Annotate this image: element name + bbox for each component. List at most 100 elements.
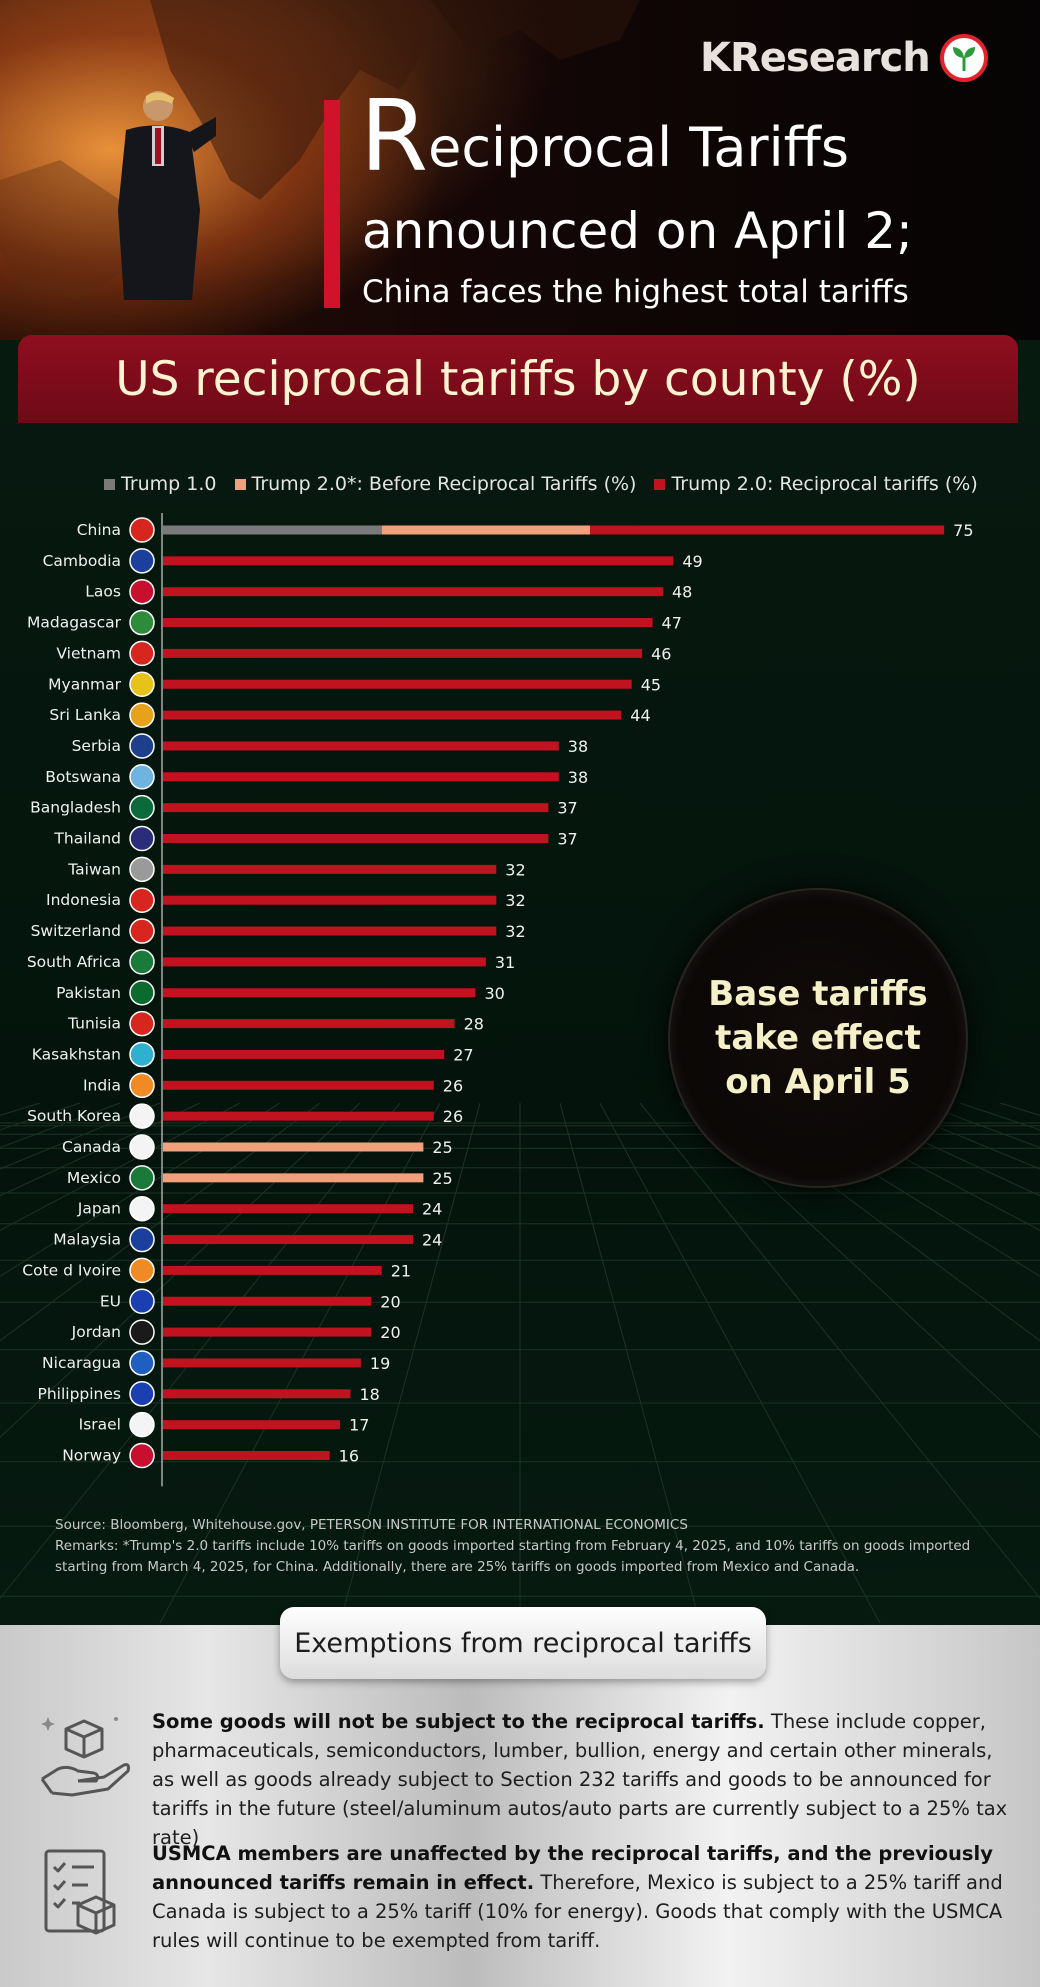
bar-segment — [163, 772, 559, 782]
bar-segment — [163, 556, 674, 566]
legend-item-trump1: Trump 1.0 — [104, 473, 217, 495]
exemption-item-usmca: USMCA members are unaffected by the reci… — [152, 1839, 1014, 1955]
category-label: Japan — [77, 1200, 121, 1218]
exemption-goods-text: These include copper, pharmaceuticals, s… — [152, 1710, 1008, 1849]
category-label: Sri Lanka — [49, 706, 121, 724]
data-label: 17 — [349, 1416, 369, 1435]
exemptions-title-pill: Exemptions from reciprocal tariffs — [280, 1607, 766, 1679]
country-flag-icon — [129, 980, 155, 1006]
data-label: 20 — [380, 1323, 400, 1342]
data-label: 28 — [464, 1015, 484, 1034]
country-flag-icon — [129, 856, 155, 883]
page-title-line2: announced on April 2; — [362, 202, 913, 260]
data-label: 25 — [432, 1138, 452, 1157]
callout-bubble: Base tariffs take effect on April 5 — [668, 888, 968, 1188]
bar-chart: China 75 Cambodia 49 Laos 48 Madagascar 47 Vietn… — [22, 513, 974, 1487]
category-label: Serbia — [72, 737, 121, 755]
category-label: South Africa — [27, 953, 121, 971]
speaker-figure — [118, 91, 216, 300]
country-flag-icon — [129, 1134, 155, 1160]
category-label: Laos — [85, 583, 121, 601]
category-label: Taiwan — [67, 860, 121, 878]
data-label: 32 — [505, 891, 525, 910]
bar-segment — [163, 834, 549, 843]
bar-segment — [163, 679, 632, 689]
category-label: Jordan — [71, 1323, 121, 1341]
category-label: India — [83, 1076, 121, 1094]
callout-line1: Base tariffs — [708, 973, 928, 1014]
data-label: 18 — [359, 1385, 379, 1404]
category-label: Madagascar — [27, 614, 122, 632]
category-label: Thailand — [53, 830, 121, 848]
data-label: 25 — [432, 1169, 452, 1188]
category-label: China — [77, 521, 121, 539]
bar-segment — [163, 926, 497, 936]
source-line: Source: Bloomberg, Whitehouse.gov, PETER… — [55, 1517, 688, 1533]
category-label: Tunisia — [67, 1015, 121, 1033]
bar-segment — [163, 1265, 382, 1275]
category-label: Norway — [62, 1447, 121, 1465]
bar-segment — [163, 1142, 424, 1152]
title-accent-bar — [324, 100, 340, 308]
bar-segment — [163, 1296, 372, 1306]
bar-segment — [163, 1019, 455, 1029]
data-label: 37 — [557, 830, 577, 849]
category-label: Kasakhstan — [32, 1045, 121, 1063]
data-label: 75 — [953, 521, 973, 540]
remarks-line: Remarks: *Trump's 2.0 tariffs include 10… — [55, 1538, 971, 1575]
bar-segment — [381, 525, 591, 535]
country-flag-icon — [129, 949, 155, 975]
data-label: 31 — [495, 953, 515, 972]
callout-line3: on April 5 — [725, 1062, 911, 1103]
data-label: 26 — [443, 1076, 463, 1095]
exemption-usmca-text: Therefore, Mexico is subject to a 25% ta… — [152, 1871, 1003, 1952]
bar-segment — [163, 1358, 361, 1368]
bar-segment — [163, 1235, 413, 1245]
country-flag-icon — [129, 640, 155, 667]
category-label: Switzerland — [31, 922, 121, 940]
world-map-graphic — [0, 0, 640, 300]
bar-segment — [163, 741, 559, 751]
category-label: Cambodia — [43, 552, 121, 570]
bar-segment — [163, 710, 622, 720]
source-note: Source: Bloomberg, Whitehouse.gov, PETER… — [55, 1515, 1015, 1578]
data-label: 49 — [682, 552, 702, 571]
country-flag-icon — [129, 1165, 155, 1191]
data-label: 24 — [422, 1200, 442, 1219]
exemption-goods-heading: Some goods will not be subject to the re… — [152, 1710, 765, 1733]
exemptions-title: Exemptions from reciprocal tariffs — [294, 1627, 752, 1659]
country-flag-icon — [129, 1381, 155, 1407]
category-label: Indonesia — [46, 891, 121, 909]
legend-label-trump2-before: Trump 2.0*: Before Reciprocal Tariffs (%… — [251, 473, 637, 495]
data-label: 27 — [453, 1045, 473, 1064]
bar-segment — [163, 1420, 341, 1430]
data-label: 38 — [568, 737, 588, 756]
country-flag-icon — [129, 1103, 155, 1129]
page-subtitle: China faces the highest total tariffs — [362, 274, 909, 310]
bar-segment — [163, 1389, 351, 1399]
country-flag-icon — [129, 918, 155, 944]
brand: KResearch — [700, 34, 988, 82]
country-flag-icon — [129, 671, 155, 697]
data-label: 45 — [641, 675, 661, 694]
category-label: Philippines — [37, 1385, 121, 1403]
legend-label-trump1: Trump 1.0 — [121, 473, 217, 495]
bar-segment — [163, 648, 643, 658]
bar-segment — [163, 1173, 424, 1183]
country-flag-icon — [129, 1288, 155, 1314]
header: KResearch Reciprocal Tariffs announced o… — [0, 0, 1040, 340]
country-flag-icon — [129, 1257, 155, 1284]
bar-segment — [163, 587, 663, 597]
exemption-item-goods: Some goods will not be subject to the re… — [152, 1707, 1014, 1852]
category-label: EU — [100, 1292, 121, 1310]
data-label: 20 — [380, 1292, 400, 1311]
sprout-logo-icon — [939, 34, 988, 82]
category-label: Malaysia — [53, 1231, 121, 1249]
category-label: Pakistan — [56, 984, 121, 1002]
country-flag-icon — [129, 1319, 155, 1345]
bar-segment — [590, 525, 945, 535]
bar-segment — [163, 803, 549, 813]
data-label: 19 — [370, 1354, 390, 1373]
data-label: 48 — [672, 583, 692, 602]
bar-segment — [163, 864, 497, 874]
